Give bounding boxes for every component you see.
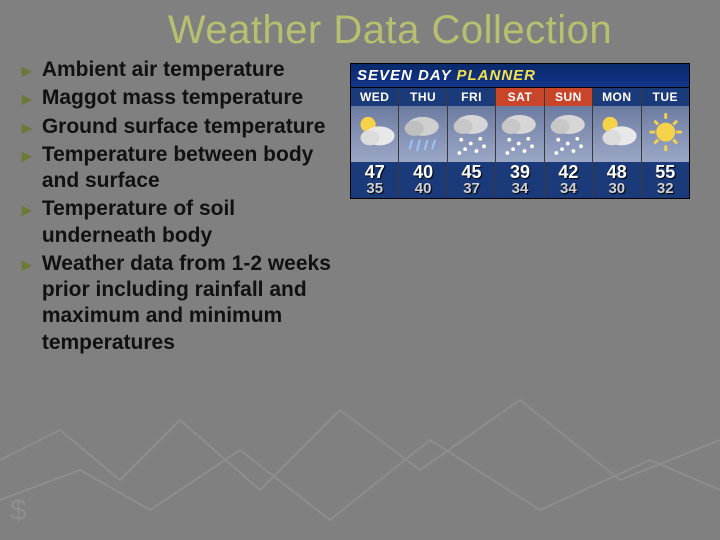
bullet-text: Ambient air temperature (42, 57, 285, 83)
planner-day-column: WED 4735 (351, 88, 399, 198)
planner-temps: 4537 (448, 162, 495, 198)
planner-day-label: THU (399, 88, 446, 106)
planner-temp-high: 47 (351, 163, 398, 181)
svg-text:$: $ (10, 494, 27, 527)
bullet-arrow-icon: ► (18, 88, 36, 111)
content-row: ► Ambient air temperature ► Maggot mass … (18, 57, 702, 358)
bullet-item: ► Maggot mass temperature (18, 85, 338, 111)
planner-temps: 5532 (642, 162, 689, 198)
planner-temp-low: 34 (496, 181, 543, 196)
bullet-item: ► Ambient air temperature (18, 57, 338, 83)
planner-header: SEVEN DAY PLANNER (350, 63, 690, 88)
planner-temps: 4830 (593, 162, 640, 198)
planner-temps: 4735 (351, 162, 398, 198)
bullet-arrow-icon: ► (18, 117, 36, 140)
planner-temp-low: 32 (642, 181, 689, 196)
bullet-item: ► Weather data from 1-2 weeks prior incl… (18, 251, 338, 356)
bullet-text: Maggot mass temperature (42, 85, 303, 111)
planner-day-column: MON 4830 (593, 88, 641, 198)
weather-rain-icon (399, 106, 446, 162)
weather-snow-icon (496, 106, 543, 162)
planner-day-column: SUN 4234 (545, 88, 593, 198)
planner-temp-high: 55 (642, 163, 689, 181)
planner-temp-high: 45 (448, 163, 495, 181)
planner-day-label: SUN (545, 88, 592, 106)
background-decoration: $ (0, 340, 720, 540)
weather-partly-sunny-icon (593, 106, 640, 162)
planner-temp-low: 40 (399, 181, 446, 196)
bullet-arrow-icon: ► (18, 254, 36, 277)
planner-day-label: FRI (448, 88, 495, 106)
planner-header-prefix: SEVEN DAY (357, 67, 451, 84)
bullet-arrow-icon: ► (18, 145, 36, 168)
planner-temp-low: 35 (351, 181, 398, 196)
planner-temp-high: 42 (545, 163, 592, 181)
planner-temps: 4234 (545, 162, 592, 198)
bullet-arrow-icon: ► (18, 199, 36, 222)
planner-day-column: FRI 4537 (448, 88, 496, 198)
planner-temp-low: 34 (545, 181, 592, 196)
planner-temp-high: 39 (496, 163, 543, 181)
planner-temps: 4040 (399, 162, 446, 198)
planner-day-column: SAT 3934 (496, 88, 544, 198)
planner-temp-low: 30 (593, 181, 640, 196)
bullet-text: Temperature between body and surface (42, 142, 338, 195)
planner-day-label: SAT (496, 88, 543, 106)
slide-title: Weather Data Collection (78, 8, 702, 53)
planner-day-label: WED (351, 88, 398, 106)
planner-temps: 3934 (496, 162, 543, 198)
planner-temp-low: 37 (448, 181, 495, 196)
bullet-text: Ground surface temperature (42, 114, 326, 140)
planner-header-accent: PLANNER (456, 67, 536, 84)
bullet-item: ► Ground surface temperature (18, 114, 338, 140)
slide: $ Weather Data Collection ► Ambient air … (0, 0, 720, 540)
planner-day-column: TUE 5532 (642, 88, 689, 198)
planner-temp-high: 40 (399, 163, 446, 181)
planner-day-column: THU 4040 (399, 88, 447, 198)
bullet-item: ► Temperature between body and surface (18, 142, 338, 195)
weather-sunny-icon (642, 106, 689, 162)
bullet-item: ► Temperature of soil underneath body (18, 196, 338, 249)
weather-snow-icon (448, 106, 495, 162)
weather-snow-icon (545, 106, 592, 162)
bullet-list: ► Ambient air temperature ► Maggot mass … (18, 57, 338, 358)
bullet-text: Temperature of soil underneath body (42, 196, 338, 249)
planner-grid: WED 4735 THU 4040 FRI 4537 SAT 3934 SUN 4234 MON 48… (350, 88, 690, 199)
planner-temp-high: 48 (593, 163, 640, 181)
weather-partly-cloudy-icon (351, 106, 398, 162)
bullet-arrow-icon: ► (18, 60, 36, 83)
bullet-text: Weather data from 1-2 weeks prior includ… (42, 251, 338, 356)
seven-day-planner: SEVEN DAY PLANNER WED4735THU4040FRI4537S… (350, 63, 690, 358)
planner-day-label: TUE (642, 88, 689, 106)
planner-day-label: MON (593, 88, 640, 106)
